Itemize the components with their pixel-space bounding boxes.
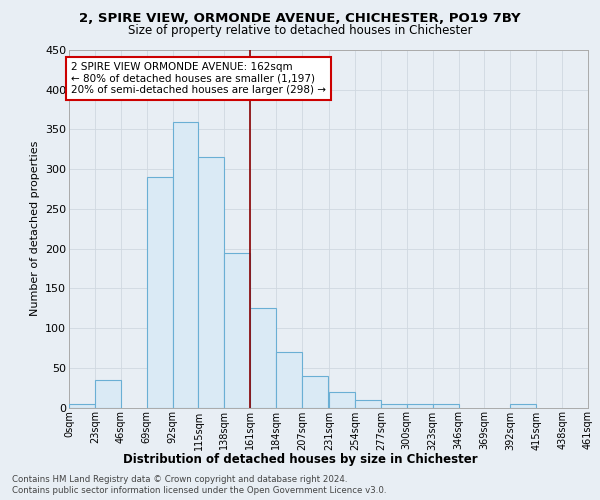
Bar <box>511 404 536 407</box>
Text: 2 SPIRE VIEW ORMONDE AVENUE: 162sqm
← 80% of detached houses are smaller (1,197): 2 SPIRE VIEW ORMONDE AVENUE: 162sqm ← 80… <box>71 62 326 95</box>
Bar <box>95 380 121 407</box>
Bar <box>69 404 95 407</box>
Text: Size of property relative to detached houses in Chichester: Size of property relative to detached ho… <box>128 24 472 37</box>
Text: Contains HM Land Registry data © Crown copyright and database right 2024.: Contains HM Land Registry data © Crown c… <box>12 475 347 484</box>
Bar <box>224 252 250 408</box>
Bar <box>302 376 328 408</box>
Y-axis label: Number of detached properties: Number of detached properties <box>29 141 40 316</box>
Text: Distribution of detached houses by size in Chichester: Distribution of detached houses by size … <box>122 452 478 466</box>
Text: 2, SPIRE VIEW, ORMONDE AVENUE, CHICHESTER, PO19 7BY: 2, SPIRE VIEW, ORMONDE AVENUE, CHICHESTE… <box>79 12 521 26</box>
Bar <box>250 308 276 408</box>
Bar <box>276 352 302 408</box>
Bar <box>146 177 173 408</box>
Text: Contains public sector information licensed under the Open Government Licence v3: Contains public sector information licen… <box>12 486 386 495</box>
Bar <box>433 404 458 407</box>
Bar <box>329 392 355 407</box>
Bar <box>199 158 224 408</box>
Bar <box>381 404 407 407</box>
Bar <box>355 400 381 407</box>
Bar <box>173 122 199 408</box>
Bar <box>407 404 433 407</box>
